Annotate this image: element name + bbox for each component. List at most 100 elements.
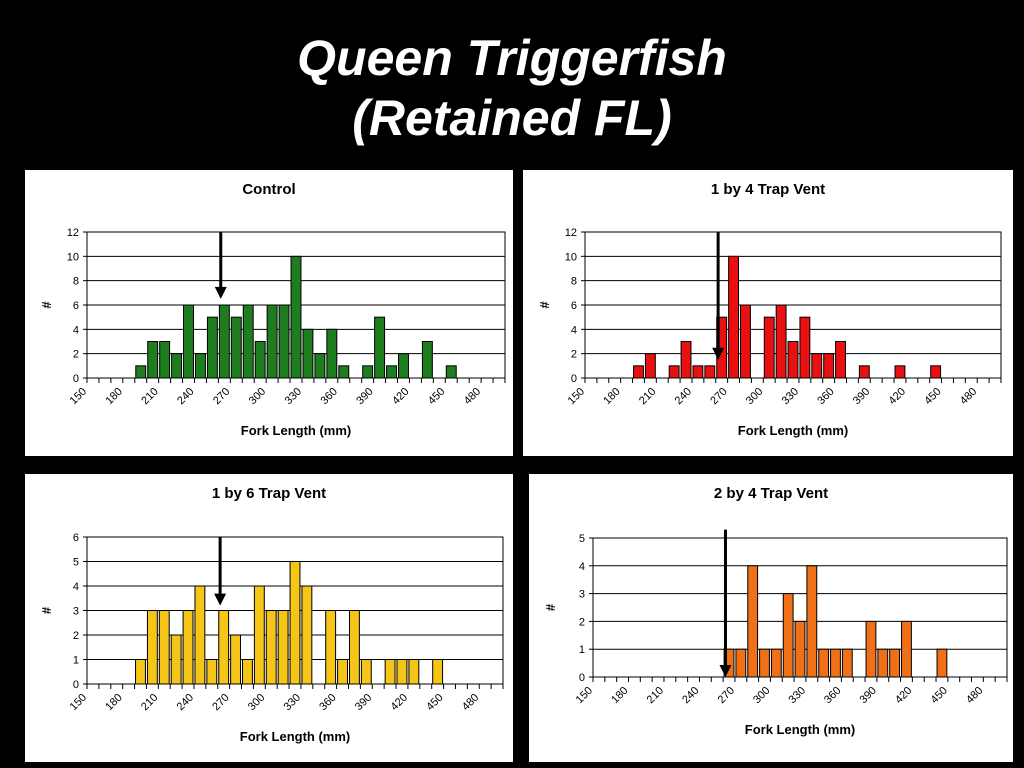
- y-tick-label: 2: [579, 616, 585, 628]
- histogram-bar: [362, 365, 374, 379]
- chart-title: Control: [242, 181, 295, 198]
- histogram-bar: [266, 304, 278, 379]
- vent-2x4-chart: 2 by 4 Trap Vent 0 1 2 3 4 5 150 180 210 240 270 300…: [543, 485, 1008, 737]
- y-axis-label: #: [537, 301, 552, 309]
- histogram-bar: [159, 341, 171, 379]
- histogram-bar: [818, 648, 830, 678]
- x-tick-label: 480: [964, 685, 985, 706]
- y-tick-label: 12: [67, 227, 79, 239]
- x-tick-label: 240: [175, 692, 196, 713]
- x-tick-label: 150: [68, 386, 89, 407]
- histogram-bar: [218, 610, 230, 685]
- y-tick-label: 0: [571, 373, 577, 385]
- x-tick-label: 480: [460, 692, 481, 713]
- y-axis-label: #: [39, 606, 54, 614]
- x-tick-label: 270: [210, 692, 231, 713]
- histogram-bar: [644, 353, 656, 379]
- histogram-bar: [747, 565, 759, 678]
- histogram-bar: [135, 659, 146, 685]
- histogram-bar: [325, 610, 337, 685]
- x-tick-label: 420: [887, 386, 908, 407]
- histogram-bar: [360, 659, 372, 685]
- histogram-bar: [230, 634, 242, 685]
- y-axis-label: #: [543, 603, 558, 611]
- histogram-bar: [326, 328, 338, 379]
- histogram-bar: [253, 585, 265, 685]
- y-tick-label: 1: [73, 655, 79, 667]
- x-tick-label: 300: [246, 692, 267, 713]
- y-tick-label: 4: [73, 324, 79, 336]
- y-tick-label: 4: [579, 561, 585, 573]
- control-chart-panel: Control 0 2 4 6 8 10 12 150 180 210 240 270 300 330 360…: [25, 170, 513, 456]
- histogram-bar: [877, 648, 889, 678]
- histogram-bar: [302, 328, 314, 379]
- histogram-bar: [206, 659, 218, 685]
- histogram-bar: [735, 648, 747, 678]
- y-tick-label: 4: [571, 324, 577, 336]
- histogram-bar: [633, 365, 644, 379]
- histogram-bar: [668, 365, 680, 379]
- histogram-bar: [277, 610, 289, 685]
- x-tick-label: 300: [744, 386, 765, 407]
- histogram-bar: [894, 365, 906, 379]
- x-tick-label: 390: [353, 692, 374, 713]
- x-tick-label: 360: [318, 386, 339, 407]
- histogram-bar: [408, 659, 420, 685]
- vent-2x4-chart-panel: 2 by 4 Trap Vent 0 1 2 3 4 5 150 180 210 240 270 300…: [529, 474, 1013, 762]
- vent-1x4-chart-panel: 1 by 4 Trap Vent 0 2 4 6 8 10 12 150 180 210 240 270…: [523, 170, 1013, 456]
- y-tick-label: 6: [571, 300, 577, 312]
- x-tick-label: 180: [103, 386, 124, 407]
- histogram-bar: [835, 341, 846, 379]
- x-tick-label: 420: [390, 386, 411, 407]
- histogram-bar: [794, 620, 806, 678]
- x-tick-label: 330: [787, 685, 808, 706]
- x-tick-label: 480: [958, 386, 979, 407]
- histogram-bar: [171, 353, 183, 379]
- histogram-bar: [218, 304, 230, 379]
- x-tick-label: 390: [354, 386, 375, 407]
- histogram-bar: [290, 255, 302, 379]
- histogram-bar: [775, 304, 787, 379]
- arrow-marker: [214, 537, 227, 606]
- y-tick-label: 5: [579, 533, 585, 545]
- histogram-bar: [194, 353, 206, 379]
- histogram-bar: [135, 365, 147, 379]
- histogram-bar: [265, 610, 277, 685]
- x-tick-label: 420: [389, 692, 410, 713]
- x-tick-label: 210: [139, 692, 160, 713]
- x-tick-label: 390: [851, 386, 872, 407]
- histogram-bar: [147, 341, 159, 379]
- histogram-bar: [314, 353, 326, 379]
- histogram-bar: [806, 565, 818, 678]
- x-tick-label: 360: [822, 685, 843, 706]
- vent-1x6-chart-panel: 1 by 6 Trap Vent 0 1 2 3 4 5 6 150 180 210 240 270 30…: [25, 474, 513, 762]
- histogram-bar: [386, 365, 398, 379]
- arrow-marker: [214, 232, 227, 299]
- x-tick-label: 150: [566, 386, 587, 407]
- histogram-bar: [770, 648, 782, 678]
- histogram-bar: [799, 316, 811, 379]
- chart-title: 1 by 6 Trap Vent: [212, 485, 326, 502]
- histogram-bar: [936, 648, 948, 678]
- histogram-bar: [374, 316, 386, 379]
- x-axis-label: Fork Length (mm): [240, 729, 351, 744]
- x-tick-label: 270: [716, 685, 737, 706]
- histogram-bar: [811, 353, 823, 379]
- histogram-bar: [865, 620, 877, 678]
- histogram-bar: [194, 585, 206, 685]
- vent-1x6-chart: 1 by 6 Trap Vent 0 1 2 3 4 5 6 150 180 210 240 270 30…: [39, 485, 504, 744]
- histogram-bar: [146, 610, 158, 685]
- histogram-bar: [889, 648, 901, 678]
- x-axis-label: Fork Length (mm): [241, 423, 352, 438]
- y-tick-label: 0: [73, 373, 79, 385]
- chart-title: 1 by 4 Trap Vent: [711, 181, 825, 198]
- y-tick-label: 3: [73, 606, 79, 618]
- histogram-bar: [278, 304, 290, 379]
- y-tick-label: 10: [67, 251, 79, 263]
- y-tick-label: 2: [73, 349, 79, 361]
- y-tick-label: 1: [579, 644, 585, 656]
- arrow-marker: [712, 232, 725, 360]
- histogram-bar: [901, 620, 912, 678]
- x-tick-label: 330: [780, 386, 801, 407]
- y-tick-label: 3: [579, 589, 585, 601]
